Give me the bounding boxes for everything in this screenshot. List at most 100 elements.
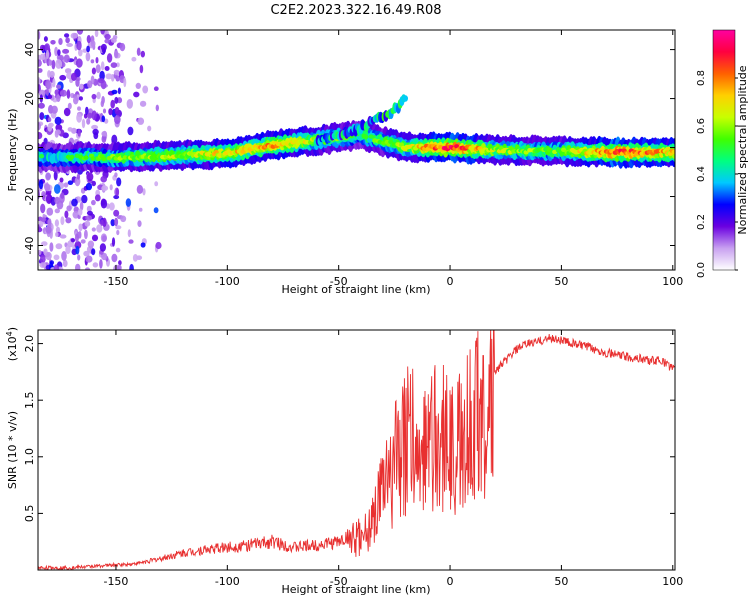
heatmap-cell [85,106,89,116]
heatmap-cell [66,205,72,212]
heatmap-cell [403,95,408,102]
heatmap-cell [67,127,73,132]
heatmap-cell [66,89,71,99]
heatmap-cell [115,247,121,253]
spectrogram-panel: -150 -100 -50 0 50 100 -40 -20 0 20 40 Height of … [6,29,683,296]
heatmap-cell [76,113,82,123]
heatmap-cell [137,117,145,125]
heatmap-cell [76,173,81,180]
heatmap-cell [45,49,50,59]
heatmap-cell [78,49,83,57]
heatmap-cell [84,220,91,227]
heatmap-cell [561,147,567,152]
heatmap-cell [77,254,81,261]
heatmap-cell [39,220,44,228]
heatmap-cell [142,85,149,94]
heatmap-cell [54,184,61,194]
x-tick-label: 0 [447,275,454,288]
heatmap-cell [119,43,126,52]
heatmap-cell [66,71,73,80]
colorbar-tick-label: 0.4 [696,166,707,182]
heatmap-cell [100,61,105,71]
heatmap-cell [153,86,159,91]
heatmap-cell [39,262,47,268]
heatmap-cell [127,126,134,136]
heatmap-cell [80,239,86,244]
heatmap-cell [46,207,54,216]
heatmap-cell [38,30,41,40]
heatmap-cell [136,47,141,56]
heatmap-cell [90,40,96,48]
heatmap-cell [56,94,61,102]
heatmap-cell [91,93,97,100]
heatmap-cell [71,72,77,81]
x-tick-label: -100 [215,275,240,288]
y-tick-label: -40 [23,237,36,255]
heatmap-cell [59,177,64,183]
y-tick-label: 40 [23,43,36,57]
heatmap-cell [55,243,63,250]
heatmap-cell [127,229,131,238]
heatmap-cell [110,99,115,109]
heatmap-cell [72,32,79,39]
heatmap-cell [139,100,147,107]
snr-scale-exponent: 4 [5,331,14,336]
x-tick-label: -150 [103,275,128,288]
heatmap-cell [54,46,58,57]
heatmap-cell [41,194,46,199]
heatmap-cell [83,155,89,160]
heatmap-cell [100,100,105,108]
heatmap-cell [66,43,73,47]
heatmap-cell [72,211,80,219]
heatmap-cell [85,182,93,191]
colorbar: 0.0 0.2 0.4 0.6 0.8 Normalized spectral ampl… [696,29,749,278]
heatmap-cell [110,62,118,68]
heatmap-cell [132,254,138,262]
heatmap-cell [99,243,106,252]
heatmap-cell [112,35,118,40]
heatmap-cell [147,125,152,132]
heatmap-cell [38,132,43,140]
heatmap-cell [86,118,91,125]
heatmap-cell [69,154,75,160]
heatmap-cell [117,87,121,95]
spectrogram-heatmap [38,30,675,270]
heatmap-cell [65,37,70,44]
colorbar-tick-label: 0.6 [696,118,707,134]
snr-y-axis-label: SNR (10 * v/v) [6,411,19,489]
heatmap-cell [38,249,42,256]
heatmap-cell [114,50,119,59]
heatmap-cell [50,40,56,45]
colorbar-tick-label: 0.2 [696,214,707,230]
heatmap-cell [45,225,52,234]
heatmap-cell [64,210,69,219]
heatmap-cell [96,224,103,233]
snr-scale-suffix: ) [6,327,19,331]
colorbar-tick-label: 0.8 [696,70,707,86]
heatmap-cell [38,77,41,85]
heatmap-cell [86,172,94,182]
heatmap-cell [59,74,67,81]
snr-x-ticks: -150 -100 -50 0 50 100 [103,330,683,588]
heatmap-cell [114,107,120,115]
heatmap-cell [128,239,134,244]
heatmap-cell [62,48,70,54]
heatmap-cell [40,203,46,214]
heatmap-cell [95,57,99,64]
heatmap-cell [100,30,105,35]
spectrogram-x-axis-label: Height of straight line (km) [281,283,430,296]
heatmap-cell [75,78,80,87]
heatmap-cell [131,56,137,62]
heatmap-cell [53,254,60,261]
heatmap-cell [116,97,123,104]
heatmap-cell [77,129,81,137]
heatmap-cell [55,59,63,69]
heatmap-cell [109,202,115,211]
heatmap-cell [40,217,47,223]
heatmap-cell [87,80,93,89]
heatmap-cell [100,175,107,183]
heatmap-cell [398,142,405,147]
heatmap-cell [44,183,51,192]
y-tick-label: 1.5 [23,391,36,409]
heatmap-cell [109,184,113,191]
